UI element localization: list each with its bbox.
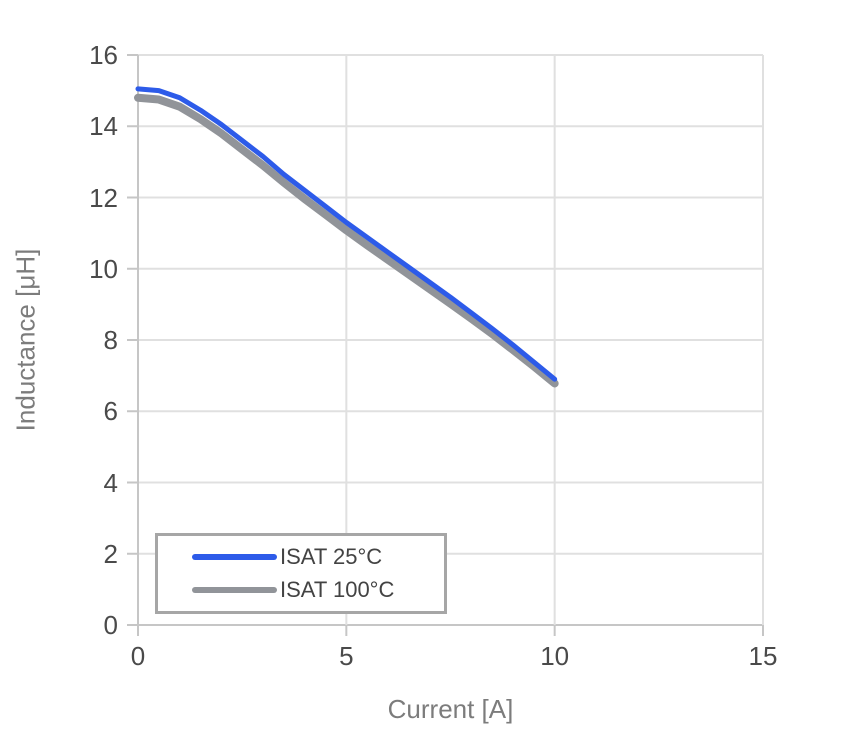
x-tick-label: 0 — [130, 641, 146, 671]
isat-25c-line-icon — [192, 553, 277, 560]
legend-label-isat-25c: ISAT 25°C — [280, 543, 383, 569]
y-tick-label: 8 — [103, 325, 118, 355]
legend-item-isat-25c: ISAT 25°C — [158, 544, 444, 570]
legend-label-isat-100c: ISAT 100°C — [280, 577, 395, 603]
y-tick-label: 10 — [89, 253, 118, 284]
y-tick-label: 16 — [89, 40, 118, 70]
y-tick-label: 14 — [89, 111, 118, 142]
y-tick-label: 2 — [103, 538, 118, 569]
legend-item-isat-100c: ISAT 100°C — [158, 577, 444, 603]
isat-100c-curve — [134, 93, 559, 388]
x-tick-label: 5 — [339, 641, 354, 671]
isat-100c-line-icon — [192, 587, 277, 594]
x-tick-label: 15 — [748, 641, 778, 671]
y-tick-label: 6 — [103, 396, 118, 427]
y-tick-label: 0 — [103, 610, 118, 640]
y-axis-title: Inductance [μH] — [10, 248, 41, 432]
y-tick-label: 4 — [103, 467, 118, 498]
x-tick-label: 10 — [540, 641, 570, 671]
legend: ISAT 25°C ISAT 100°C — [155, 533, 447, 614]
y-tick-label: 12 — [89, 182, 118, 213]
x-axis-title: Current [A] — [387, 694, 514, 724]
isat-25c-curve — [135, 86, 558, 382]
